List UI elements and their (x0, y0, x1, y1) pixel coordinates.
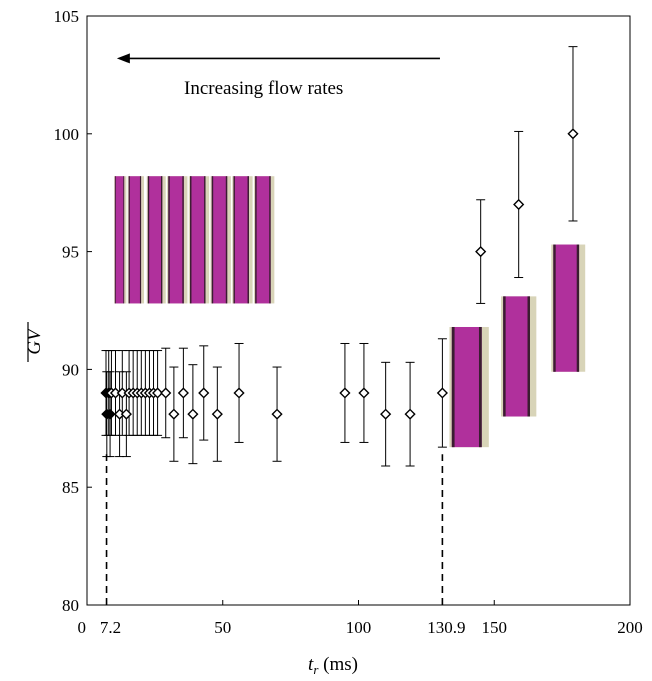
strip-edge-right (182, 176, 184, 304)
data-point-marker (104, 408, 116, 420)
strip-edge-left (168, 176, 170, 304)
annotation-group: Increasing flow rates (184, 78, 343, 99)
strip-edge-right (576, 244, 580, 372)
flow-image-insets (114, 176, 586, 448)
strip-channel (255, 176, 271, 304)
strip-edge-right (527, 296, 530, 417)
data-point-marker (152, 387, 164, 399)
flow-image-strip (501, 296, 537, 417)
plot-frame (86, 15, 631, 606)
data-point-marker (404, 408, 416, 420)
flow-image-strip (127, 176, 145, 304)
data-point-marker (339, 387, 351, 399)
flow-image-strip (188, 176, 210, 304)
flow-image-strip (167, 176, 188, 304)
x-tick-label: 200 (617, 618, 643, 637)
axes: 80 85 90 95 100 105 0 50 100 150 200 7.2 130.9 (27, 7, 643, 637)
data-point-marker (160, 387, 172, 399)
strip-channel (190, 176, 206, 304)
x-special-tick-label: 7.2 (100, 618, 121, 637)
strip-edge-right (139, 176, 142, 304)
x-axis-title-unit: (ms) (318, 654, 358, 675)
strip-edge-right (225, 176, 228, 304)
flow-image-strip (146, 176, 166, 304)
strip-edge-left (503, 296, 506, 417)
strip-edge-left (255, 176, 257, 304)
x-tick-label: 100 (346, 618, 372, 637)
flow-image-strip (449, 326, 489, 448)
y-tick-label: 95 (62, 243, 79, 262)
y-axis-title: GV (24, 327, 45, 355)
strip-edge-left (233, 176, 235, 304)
data-point-marker (177, 387, 189, 399)
strip-edge-left (128, 176, 130, 304)
dashed-reference-lines (105, 454, 444, 605)
x-axis-label: tr (ms) (308, 654, 358, 677)
strip-edge-right (204, 176, 206, 304)
flow-image-strip (232, 176, 253, 304)
y-tick-label: 90 (62, 360, 79, 379)
y-tick-label: 105 (54, 7, 80, 26)
y-tick-label: 85 (62, 478, 79, 497)
data-point-marker (233, 387, 245, 399)
data-points (100, 46, 579, 467)
data-point-marker (380, 408, 392, 420)
x-axis-title-sub: r (313, 662, 319, 677)
strip-channel (233, 176, 249, 304)
y-tick-label: 100 (54, 125, 80, 144)
y-axis-label: GV (24, 327, 45, 355)
y-tick-label: 80 (62, 596, 79, 615)
strip-channel (147, 176, 163, 304)
strip-channel (503, 296, 530, 417)
flow-image-strip (253, 176, 275, 304)
strip-edge-left (147, 176, 150, 304)
data-point-marker (513, 198, 525, 211)
strip-edge-right (269, 176, 271, 304)
data-point-marker (567, 128, 579, 140)
annotation-text: Increasing flow rates (184, 78, 343, 99)
strip-channel (114, 176, 125, 304)
strip-edge-right (160, 176, 163, 304)
x-tick-label: 150 (482, 618, 508, 637)
x-tick-label: 0 (78, 618, 87, 637)
strip-channel (553, 244, 580, 372)
x-tick-label: 50 (214, 618, 231, 637)
strip-edge-left (451, 326, 455, 448)
strip-edge-right (478, 326, 482, 448)
strip-edge-left (553, 244, 556, 372)
flow-image-strip (210, 176, 231, 304)
arrow-head (116, 53, 130, 64)
flow-image-strip (114, 176, 127, 304)
data-point-marker (120, 408, 132, 420)
x-axis-title-main: t (308, 654, 314, 675)
strip-edge-right (123, 176, 125, 304)
data-point-marker (168, 408, 180, 420)
data-point-marker (187, 408, 199, 420)
strip-channel (451, 326, 482, 448)
strip-edge-right (247, 176, 249, 304)
strip-channel (211, 176, 228, 304)
x-special-tick-label: 130.9 (427, 618, 465, 637)
data-point-marker (475, 246, 487, 258)
flow-image-strip (551, 244, 586, 372)
x-axis-title: tr (ms) (308, 654, 358, 677)
data-point-marker (271, 408, 283, 420)
data-point-marker (198, 387, 210, 399)
data-point-marker (436, 387, 448, 399)
data-point-marker (211, 408, 223, 420)
data-point-marker (358, 387, 370, 399)
strip-channel (128, 176, 142, 304)
strip-edge-left (190, 176, 192, 304)
strip-channel (168, 176, 184, 304)
strip-edge-left (211, 176, 214, 304)
strip-edge-left (114, 176, 116, 304)
